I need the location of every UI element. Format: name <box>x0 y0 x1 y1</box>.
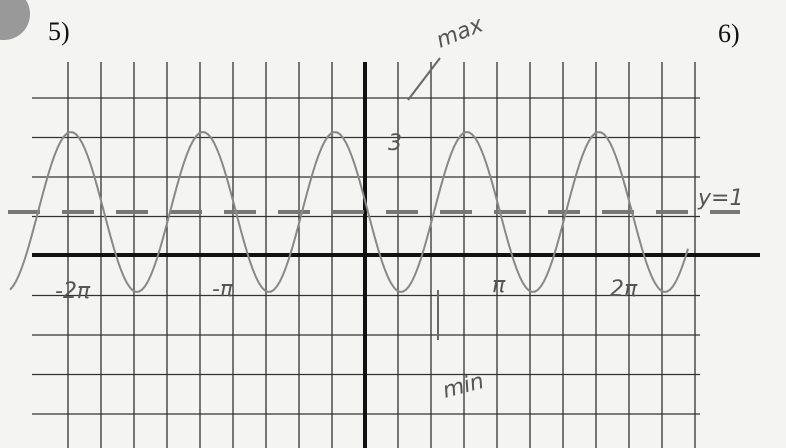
problem-number: 5) <box>48 17 70 46</box>
midline-label: y=1 <box>697 186 743 211</box>
x-tick-label: 2π <box>610 277 638 302</box>
paper <box>0 0 786 448</box>
x-tick-label: π <box>492 273 506 298</box>
x-tick-label: -π <box>212 277 234 302</box>
x-tick-label: -2π <box>55 279 91 304</box>
page: 5) 6) max 3 y=1 min -2π -π π 2π (() => {… <box>0 0 786 448</box>
problem-number: 6) <box>718 19 740 48</box>
max-value: 3 <box>388 131 402 156</box>
worksheet: 5) 6) max 3 y=1 min -2π -π π 2π <box>0 0 786 448</box>
